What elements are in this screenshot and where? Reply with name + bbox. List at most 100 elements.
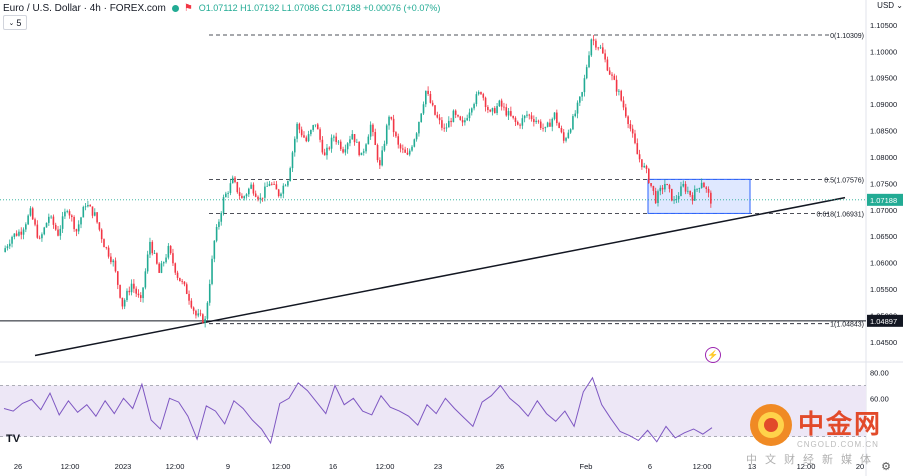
candle [675, 194, 678, 204]
candle-body [498, 100, 501, 107]
candle-body [526, 114, 528, 116]
price-tick-label: 1.07000 [870, 206, 897, 215]
candle-body [130, 283, 133, 293]
candle [641, 159, 643, 170]
candle [344, 144, 347, 156]
tradingview-logo[interactable]: TV [6, 433, 21, 445]
candle-body [293, 138, 296, 153]
candle-body [225, 193, 227, 198]
candle-body [521, 118, 524, 126]
candle-body [622, 100, 625, 108]
candle [252, 182, 255, 196]
candle [300, 126, 303, 138]
candle-body [395, 132, 397, 137]
candle [512, 115, 514, 120]
candle-body [705, 187, 708, 189]
candle-body [657, 191, 659, 204]
candle-body [588, 55, 590, 68]
candle-body [344, 149, 347, 153]
time-tick-label: 6 [648, 462, 652, 471]
currency-label[interactable]: USD ⌄ [877, 1, 903, 10]
candle [408, 148, 411, 157]
candle [491, 107, 494, 116]
candle [447, 116, 450, 128]
candle-body [388, 116, 390, 126]
candle-body [211, 258, 213, 284]
lightning-icon[interactable]: ⚡ [705, 347, 721, 363]
symbol-title[interactable]: Euro / U.S. Dollar · 4h · FOREX.com [3, 2, 166, 14]
candle-body [57, 229, 59, 236]
candle-body [441, 120, 443, 128]
candle-body [464, 120, 466, 123]
gear-icon[interactable]: ⚙ [881, 461, 891, 473]
candle [156, 252, 158, 265]
candle-body [385, 125, 388, 144]
candle [413, 138, 416, 148]
candle-body [581, 92, 583, 97]
candle [381, 146, 383, 167]
candle-body [248, 188, 250, 195]
candle-body [275, 184, 278, 190]
candle-body [310, 129, 312, 135]
candle [700, 178, 703, 189]
candle-body [429, 94, 432, 103]
candle-body [425, 90, 427, 105]
candle [190, 298, 193, 309]
candle [284, 183, 287, 187]
candle-body [505, 107, 508, 116]
indicator-toggle[interactable]: ⌄ 5 [3, 15, 27, 30]
candle [303, 131, 305, 138]
candle-body [523, 115, 526, 119]
candle [282, 183, 285, 199]
fib-level-label: 1(1.04843) [830, 322, 864, 329]
candle [176, 270, 179, 281]
candle-body [560, 128, 563, 133]
candle-body [466, 118, 468, 121]
candle [611, 72, 613, 81]
candle [546, 121, 549, 128]
candle-body [546, 122, 549, 127]
candle-body [284, 185, 287, 187]
candle [89, 204, 92, 207]
candle [64, 208, 66, 220]
candle [668, 183, 671, 193]
candle [197, 308, 200, 318]
candle-body [595, 40, 597, 48]
candle-body [556, 112, 558, 124]
time-tick-label: 12:00 [797, 462, 816, 471]
candle [149, 237, 151, 258]
candle-body [413, 139, 416, 147]
watermark-sub: CNGOLD.COM.CN [797, 440, 879, 449]
candle [307, 130, 310, 143]
candle [220, 211, 223, 226]
candle-body [408, 150, 411, 155]
candle-body [473, 104, 475, 109]
candle [8, 239, 11, 250]
candle-body [185, 284, 188, 294]
candle-body [167, 245, 170, 258]
candle [365, 143, 367, 154]
candle [482, 92, 485, 101]
candle-body [280, 193, 282, 197]
candle-body [638, 154, 641, 160]
candle [266, 181, 269, 187]
candle-body [93, 212, 96, 216]
watermark: 中金网 CNGOLD.COM.CN 中文财经新媒体 [746, 402, 898, 466]
candle-body [700, 182, 703, 189]
candle [34, 217, 36, 227]
chevron-down-icon: ⌄ [8, 19, 15, 27]
candle-body [710, 192, 712, 204]
candle [422, 101, 425, 116]
candle-body [383, 143, 386, 151]
candle [567, 129, 570, 139]
candle-body [25, 224, 27, 230]
candle-body [323, 152, 326, 156]
candle [581, 91, 583, 101]
flag-icon[interactable]: ⚑ [183, 2, 193, 14]
candle-body [169, 245, 172, 254]
candle [556, 109, 558, 126]
candle-body [31, 208, 34, 220]
candle [367, 134, 370, 145]
candle [50, 215, 52, 219]
